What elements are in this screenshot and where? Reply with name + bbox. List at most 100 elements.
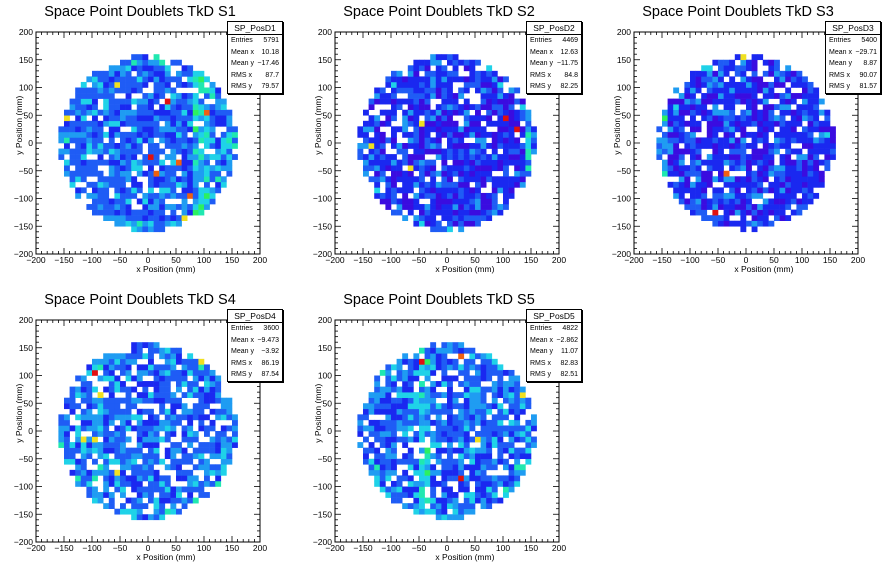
heatmap-bin [379,159,386,166]
heatmap-bin [103,87,110,94]
heatmap-bin [159,347,166,354]
heatmap-bin [656,143,663,149]
heatmap-bin [391,458,397,465]
heatmap-bin [413,143,420,149]
heatmap-bin [768,187,775,194]
heatmap-bin [64,109,70,116]
stats-label: Mean x [829,48,852,56]
heatmap-bin [164,381,171,387]
heatmap-bin [379,192,386,199]
heatmap-bin [164,165,171,172]
heatmap-bin [790,115,797,122]
heatmap-bin [136,397,143,404]
heatmap-bin [69,109,76,116]
y-tick-label: 50 [622,110,632,120]
heatmap-bin [491,492,498,498]
heatmap-bin [447,115,453,122]
heatmap-bin [712,176,719,183]
heatmap-bin [153,431,160,437]
heatmap-bin [379,464,386,471]
heatmap-bin [441,215,448,221]
heatmap-bin [192,204,199,210]
heatmap-bin [458,226,465,233]
heatmap-bin [718,143,724,149]
heatmap-bin [153,54,160,61]
heatmap-bin [447,364,453,371]
heatmap-bin [164,176,171,183]
heatmap-bin [176,148,182,155]
heatmap-bin [215,115,222,122]
heatmap-bin [148,104,154,110]
heatmap-bin [108,170,115,177]
heatmap-bin [136,215,143,221]
heatmap-bin [525,453,532,460]
heatmap-bin [667,109,674,116]
heatmap-bin [729,137,736,144]
heatmap-bin [712,198,719,205]
heatmap-bin [220,104,227,110]
heatmap-bin [424,425,431,432]
heatmap-bin [796,187,803,194]
heatmap-bin [407,414,414,421]
heatmap-bin [514,109,521,116]
heatmap-bin [192,109,199,116]
heatmap-bin [391,414,397,421]
heatmap-bin [92,115,98,122]
heatmap-bin [746,198,752,205]
heatmap-bin [813,143,820,149]
heatmap-bin [774,204,780,210]
heatmap-bin [503,442,509,448]
heatmap-bin [424,76,431,83]
heatmap-bin [114,480,121,487]
heatmap-bin [435,93,442,99]
heatmap-bin [204,442,210,448]
heatmap-bin [86,386,93,393]
heatmap-bin [402,458,409,465]
stats-value: 12.63 [560,48,578,56]
heatmap-bin [92,414,98,421]
heatmap-bin [774,170,780,177]
heatmap-bin [463,508,470,515]
heatmap-bin [830,148,836,155]
heatmap-bin [142,93,149,99]
heatmap-bin [469,497,476,504]
heatmap-bin [148,70,154,77]
heatmap-bin [97,358,104,365]
heatmap-bin [176,93,182,99]
heatmap-bin [92,131,98,138]
heatmap-bin [458,93,465,99]
heatmap-bin [519,181,526,188]
heatmap-bin [757,81,764,88]
heatmap-bin [114,109,121,116]
heatmap-bin [413,403,420,410]
heatmap-bin [740,192,747,199]
heatmap-bin [430,392,437,398]
heatmap-bin [368,148,375,155]
heatmap-bin [142,120,149,127]
heatmap-bin [385,109,392,116]
heatmap-bin [508,453,515,460]
heatmap-bin [486,386,493,393]
heatmap-bin [723,65,730,72]
heatmap-bin [125,358,132,365]
heatmap-bin [209,137,216,144]
heatmap-bin [187,353,194,360]
heatmap-bin [514,165,521,172]
heatmap-bin [458,464,465,471]
heatmap-bin [368,469,375,476]
heatmap-bin [452,65,459,72]
heatmap-bin [463,187,470,194]
heatmap-bin [514,431,521,437]
heatmap-bin [802,143,808,149]
y-tick-label: 150 [318,55,332,65]
stats-name: SP_PosD1 [228,22,282,35]
heatmap-bin [430,187,437,194]
heatmap-bin [712,98,719,105]
heatmap-bin [192,403,199,410]
heatmap-bin [503,425,509,432]
heatmap-bin [790,181,797,188]
heatmap-bin [491,364,498,371]
heatmap-bin [757,215,764,221]
heatmap-bin [198,204,205,210]
heatmap-bin [108,419,115,426]
